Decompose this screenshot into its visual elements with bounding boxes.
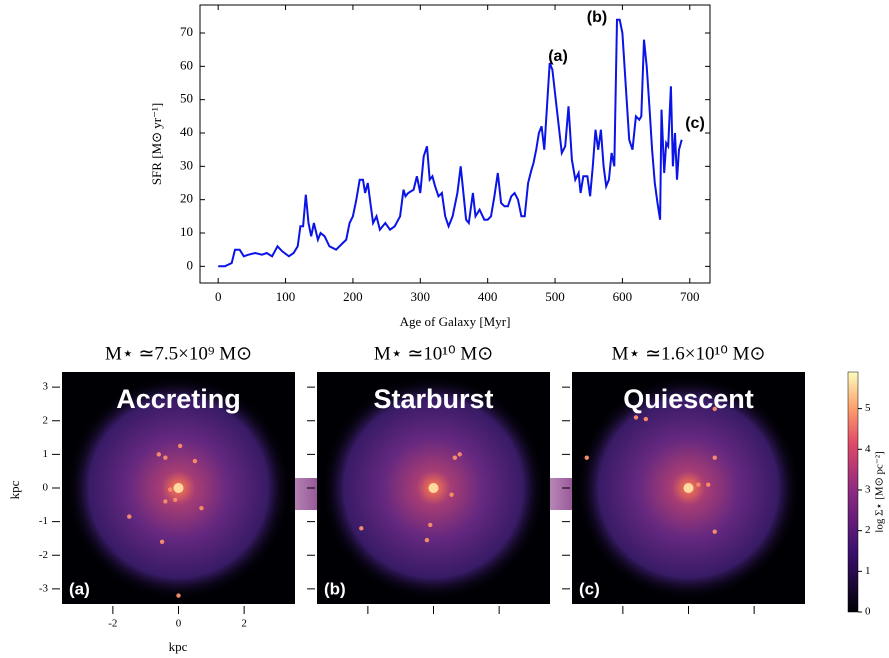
y-tick-label: 1 — [43, 448, 49, 460]
clump — [696, 482, 701, 487]
y-tick-label: 30 — [180, 157, 193, 172]
y-tick-label: 3 — [43, 381, 49, 393]
y-tick-label: -2 — [39, 549, 48, 561]
y-tick-label: 0 — [187, 257, 194, 272]
y-tick-label: 70 — [180, 24, 193, 39]
clump — [127, 514, 132, 519]
sfr-line — [218, 18, 683, 268]
clump — [449, 492, 454, 497]
panel-tag: (a) — [69, 579, 90, 598]
clump — [424, 537, 430, 543]
clump — [177, 443, 183, 449]
clump — [457, 452, 462, 457]
x-tick-label: 300 — [411, 289, 431, 304]
y-tick-label: 0 — [43, 482, 49, 494]
colorbar-tick-label: 5 — [865, 402, 871, 414]
colorbar-tick-label: 0 — [865, 606, 871, 618]
y-tick-label: -1 — [39, 515, 48, 527]
panel-label: Accreting — [116, 384, 241, 414]
clump — [428, 522, 433, 528]
colorbar-tick-label: 1 — [865, 565, 871, 577]
clump — [159, 539, 165, 544]
panel-tag: (b) — [324, 579, 346, 598]
clump — [173, 497, 178, 502]
plot-frame — [199, 4, 711, 284]
colorbar-tick-label: 3 — [865, 483, 871, 495]
x-axis-label: Age of Galaxy [Myr] — [400, 314, 511, 329]
colorbar-tick-label: 4 — [865, 443, 871, 455]
x-tick-label: 0 — [176, 618, 182, 630]
core — [173, 483, 184, 493]
annotation: (a) — [548, 48, 568, 65]
panel-title: M⋆ ≃1.6×10¹⁰ M⊙ — [612, 343, 766, 364]
y-tick-label: 50 — [180, 91, 193, 106]
panel-label: Quiescent — [623, 384, 754, 414]
y-tick-label: 10 — [180, 224, 193, 239]
clump — [176, 593, 181, 598]
annotation: (c) — [685, 115, 705, 132]
clump — [705, 482, 711, 487]
annotation: (b) — [587, 9, 607, 26]
x-tick-label: 500 — [545, 289, 565, 304]
clump — [199, 505, 204, 511]
clump — [712, 529, 717, 534]
x-tick-label: 2 — [241, 618, 247, 630]
clump — [633, 415, 639, 420]
y-tick-label: 20 — [180, 191, 193, 206]
x-tick-label: 200 — [343, 289, 363, 304]
clump — [168, 487, 173, 492]
colorbar-label: log Σ⋆ [M⊙ pc⁻²] — [874, 451, 886, 532]
y-tick-label: -3 — [39, 582, 49, 594]
y-tick-label: 40 — [180, 124, 193, 139]
clump — [359, 526, 364, 531]
x-tick-label: 700 — [680, 289, 700, 304]
core — [428, 483, 439, 493]
clump — [163, 499, 168, 504]
y-tick-label: 60 — [180, 57, 193, 72]
clump — [163, 455, 168, 460]
clump — [712, 455, 717, 460]
panel-title: M⋆ ≃10¹⁰ M⊙ — [374, 343, 493, 364]
panel-y-label: kpc — [7, 480, 22, 499]
x-tick-label: -2 — [108, 618, 117, 630]
panel-label: Starburst — [373, 384, 493, 414]
y-axis-label: SFR [M⊙ yr⁻¹] — [149, 103, 164, 185]
x-tick-label: 600 — [613, 289, 633, 304]
clump — [156, 452, 162, 457]
colorbar-tick-label: 2 — [865, 524, 871, 536]
colorbar — [847, 371, 859, 613]
x-tick-label: 100 — [276, 289, 296, 304]
clump — [192, 458, 198, 464]
clump — [643, 416, 649, 422]
clump — [712, 406, 717, 412]
y-tick-label: 2 — [43, 414, 49, 426]
clump — [584, 455, 589, 460]
core — [683, 483, 694, 493]
x-tick-label: 0 — [215, 289, 222, 304]
panel-title: M⋆ ≃7.5×10⁹ M⊙ — [105, 343, 252, 364]
x-tick-label: 400 — [478, 289, 498, 304]
panel-tag: (c) — [579, 579, 600, 598]
clump — [452, 455, 458, 460]
panel-x-label: kpc — [169, 639, 188, 654]
